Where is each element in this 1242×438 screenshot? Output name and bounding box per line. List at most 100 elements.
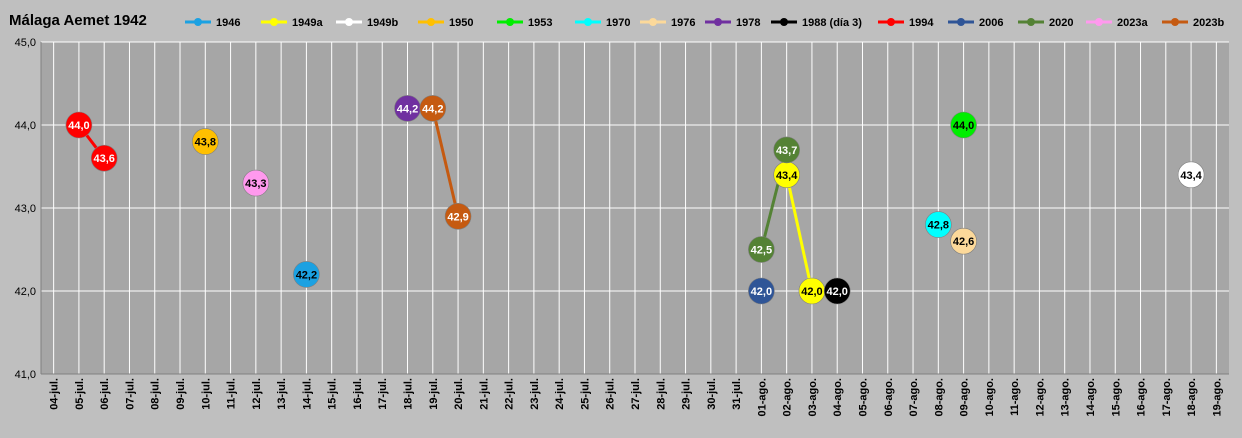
x-tick-label: 05-jul. <box>74 378 86 410</box>
x-tick-label: 16-ago. <box>1136 378 1148 417</box>
data-label: 43,4 <box>776 170 798 182</box>
data-label: 43,4 <box>1180 170 1202 182</box>
grid-layer <box>41 41 1229 375</box>
x-tick-label: 14-jul. <box>301 378 313 410</box>
x-tick-label: 21-jul. <box>478 378 490 410</box>
x-tick-label: 13-ago. <box>1060 378 1072 417</box>
legend-swatch-marker <box>1095 18 1103 26</box>
data-label: 43,6 <box>93 153 114 165</box>
x-tick-label: 30-jul. <box>706 378 718 410</box>
x-tick-label: 12-jul. <box>251 378 263 410</box>
data-label: 42,5 <box>751 245 772 257</box>
legend-swatch-marker <box>1027 18 1035 26</box>
data-label: 43,3 <box>245 178 266 190</box>
x-tick-label: 11-jul. <box>226 378 238 409</box>
data-point <box>950 111 977 139</box>
data-point <box>823 277 851 305</box>
legend-swatch-marker <box>345 18 353 26</box>
x-tick-label: 07-ago. <box>908 378 920 417</box>
data-label: 42,8 <box>928 220 949 232</box>
series-line <box>431 108 460 217</box>
data-point <box>773 136 800 164</box>
x-tick-label: 08-ago. <box>933 378 945 417</box>
data-point <box>65 111 93 139</box>
x-tick-label: 01-ago. <box>756 378 768 417</box>
x-tick-label: 13-jul. <box>276 378 288 410</box>
legend-label: 1970 <box>606 17 630 29</box>
x-tick-label: 22-jul. <box>504 378 516 410</box>
x-tick-label: 20-jul. <box>453 378 465 410</box>
legend-label: 1988 (día 3) <box>802 17 862 29</box>
legend-swatch-marker <box>194 18 202 26</box>
legend-label: 1953 <box>528 17 552 29</box>
x-tick-label: 23-jul. <box>529 378 541 410</box>
x-tick-label: 02-ago. <box>782 378 794 417</box>
legend-swatch-marker <box>887 18 895 26</box>
x-tick-label: 05-ago. <box>857 378 869 417</box>
legend-swatch-marker <box>1171 18 1179 26</box>
x-axis: 04-jul. 05-jul. 06-jul. 07-jul. 08-jul. 09-ju… <box>41 373 1229 417</box>
legend-label: 1946 <box>216 17 240 29</box>
data-point <box>90 144 118 172</box>
x-tick-label: 12-ago. <box>1034 378 1046 417</box>
series-line <box>785 174 814 292</box>
x-tick-label: 10-jul. <box>200 378 212 410</box>
legend-label: 1950 <box>449 17 473 29</box>
data-point <box>444 203 472 230</box>
data-label: 42,9 <box>447 211 468 223</box>
data-point <box>242 169 270 197</box>
x-tick-label: 11-ago. <box>1009 378 1021 416</box>
x-tick-label: 31-jul. <box>731 378 743 410</box>
x-tick-label: 29-jul. <box>681 378 693 410</box>
data-label: 42,0 <box>801 286 822 298</box>
x-tick-label: 08-jul. <box>150 378 162 410</box>
legend-label: 1994 <box>909 17 934 29</box>
legend-swatch-marker <box>714 18 722 26</box>
x-tick-label: 26-jul. <box>605 378 617 410</box>
x-tick-label: 14-ago. <box>1085 378 1097 417</box>
y-tick-label: 44,0 <box>15 120 36 132</box>
x-tick-label: 04-ago. <box>832 378 844 417</box>
x-tick-label: 25-jul. <box>579 378 591 410</box>
data-label: 43,7 <box>776 145 797 157</box>
x-tick-label: 19-ago. <box>1211 378 1223 417</box>
legend-swatch-marker <box>780 18 788 26</box>
data-label: 44,0 <box>68 120 89 132</box>
legend-swatch-marker <box>506 18 514 26</box>
x-tick-label: 27-jul. <box>630 378 642 410</box>
series-points: 42,2 43,4 42,0 43,4 43,8 44,0 42,8 42,6 44,2 42,0… <box>65 95 1205 305</box>
data-point <box>293 261 320 288</box>
y-tick-label: 41,0 <box>15 369 36 381</box>
x-tick-label: 19-jul. <box>428 378 440 410</box>
x-tick-label: 18-jul. <box>403 378 415 410</box>
x-tick-label: 04-jul. <box>49 378 61 410</box>
y-tick-label: 42,0 <box>15 286 36 298</box>
x-tick-label: 06-ago. <box>883 378 895 417</box>
x-tick-label: 07-jul. <box>124 378 136 410</box>
x-tick-label: 10-ago. <box>984 378 996 417</box>
x-tick-label: 03-ago. <box>807 378 819 417</box>
x-tick-label: 24-jul. <box>554 378 566 410</box>
legend-swatch-marker <box>427 18 435 26</box>
x-tick-label: 15-ago. <box>1110 378 1122 417</box>
data-point <box>419 95 447 122</box>
data-point <box>748 277 775 305</box>
data-label: 44,2 <box>397 103 418 115</box>
legend: 1946 1949a 1949b 1950 1953 1970 1976 1978 1988 (… <box>185 17 1224 29</box>
legend-label: 1949a <box>292 17 323 29</box>
data-label: 42,0 <box>751 286 772 298</box>
x-tick-label: 09-jul. <box>175 378 187 410</box>
data-point <box>925 211 952 238</box>
x-tick-label: 18-ago. <box>1186 378 1198 417</box>
x-tick-label: 28-jul. <box>655 378 667 410</box>
data-point <box>191 128 219 155</box>
legend-label: 1949b <box>367 17 398 29</box>
x-tick-label: 06-jul. <box>99 378 111 410</box>
legend-label: 2020 <box>1049 17 1073 29</box>
data-label: 44,2 <box>422 103 443 115</box>
x-tick-label: 09-ago. <box>959 378 971 417</box>
data-label: 42,2 <box>296 269 317 281</box>
data-point <box>748 236 775 263</box>
chart-title: Málaga Aemet 1942 <box>9 12 147 29</box>
